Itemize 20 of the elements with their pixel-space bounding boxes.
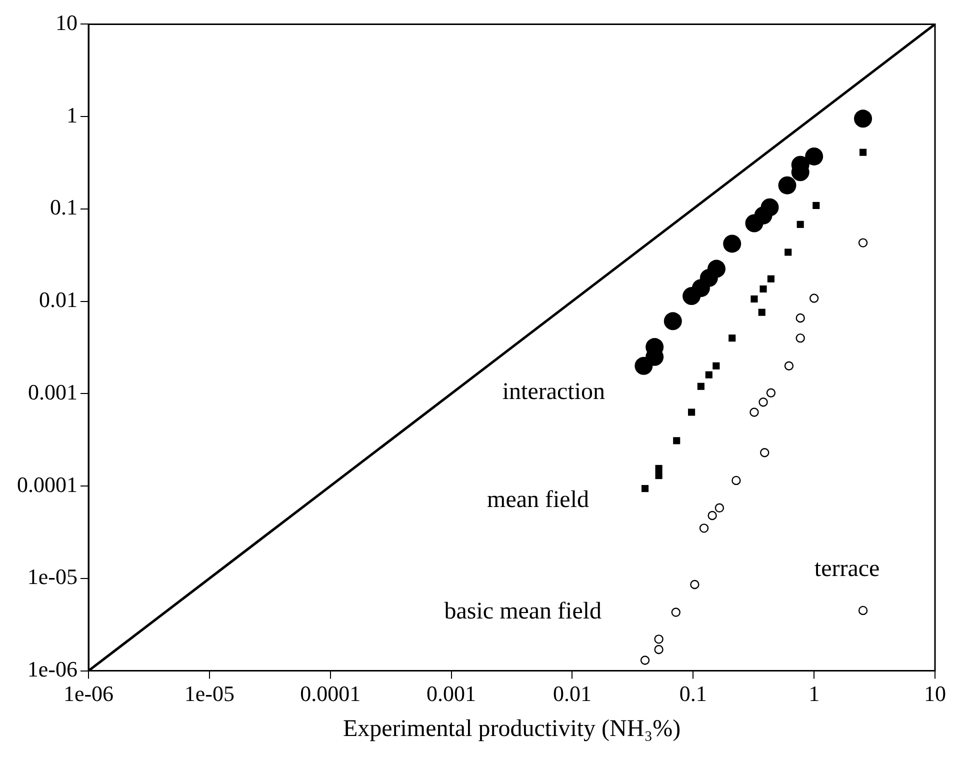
y-tick-label: 1 xyxy=(66,102,78,128)
y-tick-label: 0.01 xyxy=(39,287,78,312)
x-tick-label: 0.01 xyxy=(552,680,592,706)
x-tick-label: 1e-05 xyxy=(184,680,234,706)
x-axis-title: Experimental productivity (NH₃%) xyxy=(342,716,681,742)
text: mean field xyxy=(487,486,589,513)
y-tick-label: 0.001 xyxy=(28,379,78,404)
y-tick-label: 1e-05 xyxy=(27,564,78,590)
x-tick-label: 10 xyxy=(924,680,946,706)
x-tick-label: 0.1 xyxy=(679,680,707,706)
x-tick-label: 1 xyxy=(808,680,820,706)
x-tick-label: 0.0001 xyxy=(300,680,361,706)
series-label: interaction xyxy=(502,379,606,406)
x-tick-label: 0.001 xyxy=(426,680,476,706)
y-tick-label: 0.0001 xyxy=(17,472,78,497)
series-label: terrace xyxy=(814,556,880,582)
y-tick-label: 1e-06 xyxy=(27,656,78,682)
text: basic mean field xyxy=(444,598,602,625)
y-tick-label: 0.1 xyxy=(50,194,78,220)
y-tick-label: 10 xyxy=(56,10,78,35)
